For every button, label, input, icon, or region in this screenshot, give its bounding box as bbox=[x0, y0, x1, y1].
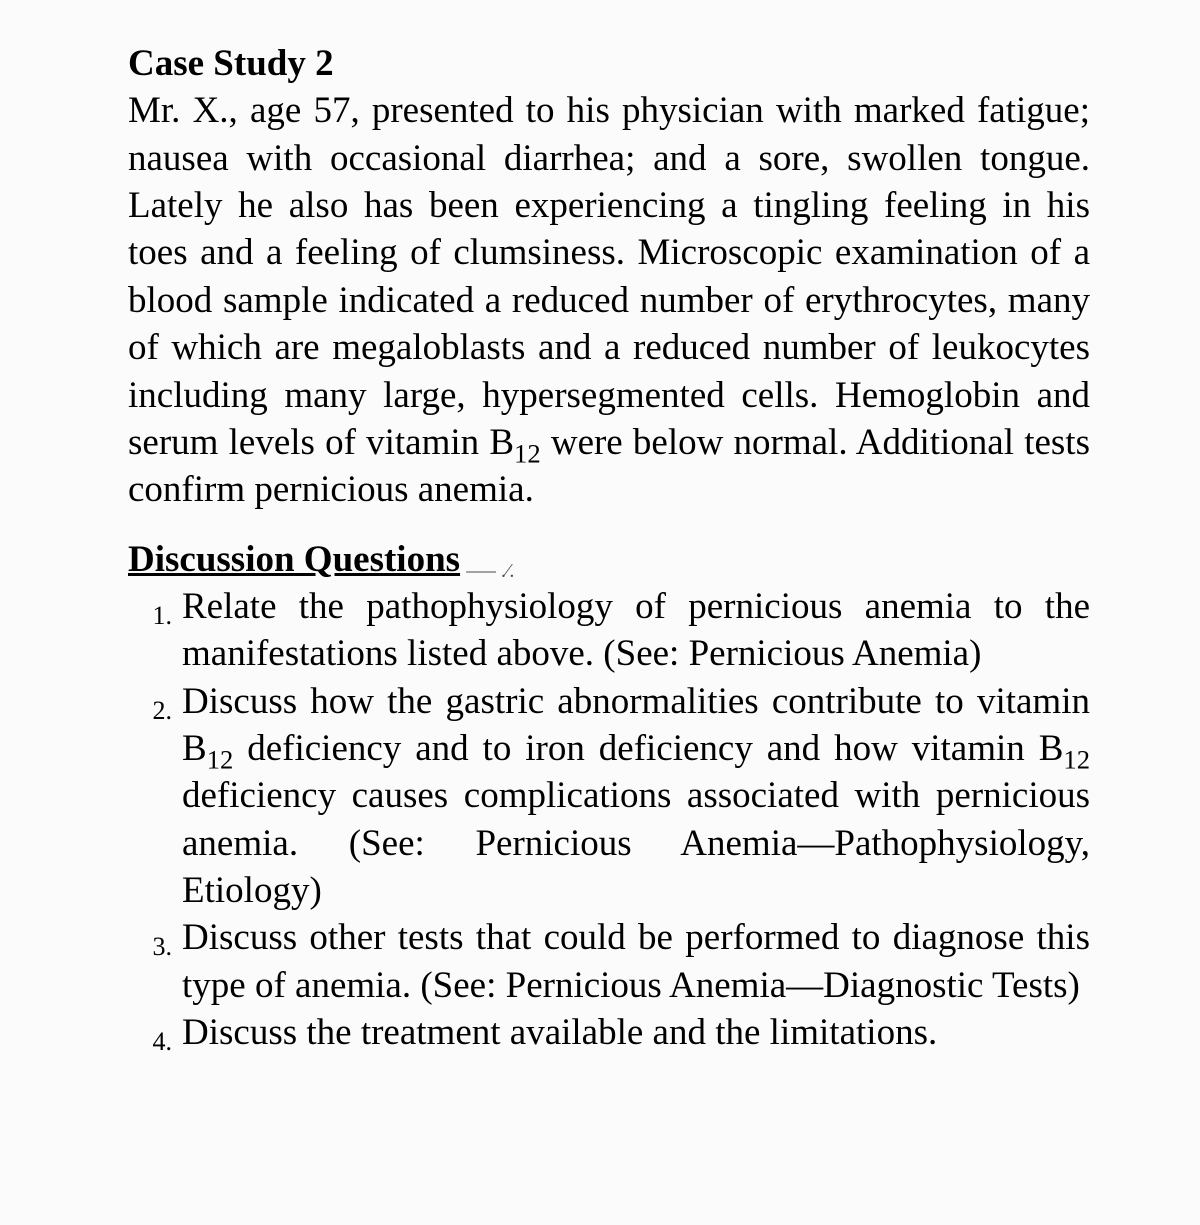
item-number: 3. bbox=[128, 934, 182, 960]
item-number: 1. bbox=[128, 603, 182, 629]
b12-subscript: 12 bbox=[1063, 744, 1090, 774]
b12-subscript: 12 bbox=[207, 744, 234, 774]
list-item: 1. Relate the pathophysiology of pernici… bbox=[128, 583, 1090, 678]
list-item: 4. Discuss the treatment available and t… bbox=[128, 1009, 1090, 1056]
annotation-mark: ⎯⎯⎯ .⁄. bbox=[466, 559, 514, 585]
case-study-title: Case Study 2 bbox=[128, 40, 1090, 87]
item-number: 4. bbox=[128, 1029, 182, 1055]
item-text: Discuss how the gastric abnormalities co… bbox=[182, 678, 1090, 915]
discussion-questions-heading: Discussion Questions bbox=[128, 539, 460, 580]
heading-annotation: ⎯⎯⎯ .⁄. bbox=[460, 536, 599, 583]
section-spacer bbox=[128, 514, 1090, 536]
list-item: 3. Discuss other tests that could be per… bbox=[128, 914, 1090, 1009]
item-text: Discuss other tests that could be perfor… bbox=[182, 914, 1090, 1009]
item-text: Discuss the treatment available and the … bbox=[182, 1009, 1090, 1056]
discussion-heading-line: Discussion Questions ⎯⎯⎯ .⁄. bbox=[128, 536, 1090, 583]
item-number: 2. bbox=[128, 698, 182, 724]
case-body-part1: Mr. X., age 57, presented to his physici… bbox=[128, 90, 1090, 463]
discussion-questions-list: 1. Relate the pathophysiology of pernici… bbox=[128, 583, 1090, 1057]
case-body: Mr. X., age 57, presented to his physici… bbox=[128, 87, 1090, 513]
q2-part-b: deficiency and to iron deficiency and ho… bbox=[233, 728, 1063, 769]
document-page: Case Study 2 Mr. X., age 57, presented t… bbox=[0, 0, 1200, 1225]
b12-subscript: 12 bbox=[514, 438, 541, 468]
q2-part-c: deficiency causes complications associat… bbox=[182, 775, 1090, 911]
item-text: Relate the pathophysiology of pernicious… bbox=[182, 583, 1090, 678]
list-item: 2. Discuss how the gastric abnormalities… bbox=[128, 678, 1090, 915]
